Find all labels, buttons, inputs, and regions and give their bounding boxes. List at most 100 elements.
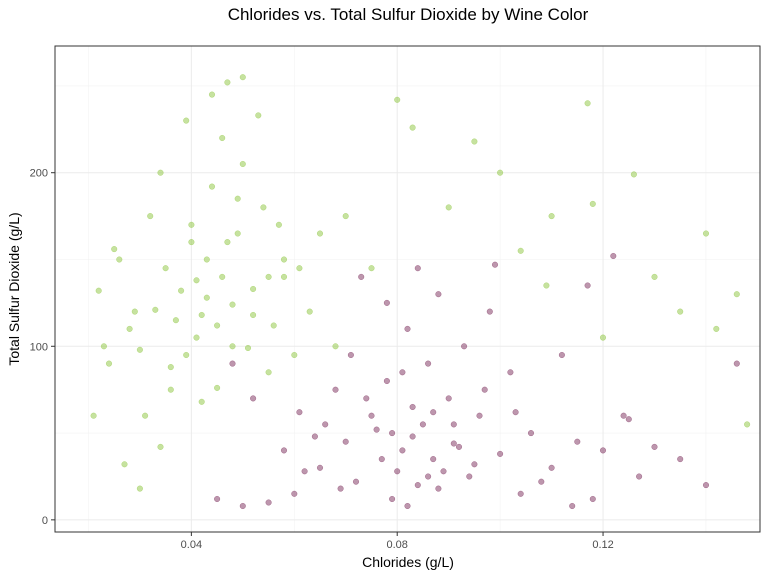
data-point bbox=[306, 308, 313, 315]
data-point bbox=[584, 100, 591, 107]
data-point bbox=[214, 322, 221, 329]
data-point bbox=[342, 213, 349, 220]
data-point bbox=[368, 265, 375, 272]
data-point bbox=[255, 112, 262, 119]
data-point bbox=[162, 265, 169, 272]
data-point bbox=[136, 346, 143, 353]
data-point bbox=[244, 344, 252, 352]
data-point bbox=[142, 412, 149, 419]
data-point bbox=[275, 221, 282, 228]
data-point bbox=[111, 246, 118, 253]
data-point bbox=[322, 421, 329, 428]
data-point bbox=[404, 502, 411, 510]
data-point bbox=[234, 195, 241, 202]
data-point bbox=[507, 369, 514, 376]
data-point bbox=[280, 256, 288, 263]
data-point bbox=[383, 299, 390, 306]
data-point bbox=[491, 261, 499, 268]
data-point bbox=[291, 490, 298, 497]
data-point bbox=[363, 395, 370, 402]
data-point bbox=[193, 277, 200, 284]
data-point bbox=[589, 495, 596, 503]
data-point bbox=[625, 416, 632, 423]
data-point bbox=[358, 273, 365, 280]
series-1-points bbox=[214, 252, 740, 510]
data-point bbox=[574, 438, 581, 445]
data-point bbox=[193, 334, 200, 341]
data-point bbox=[183, 351, 190, 359]
data-point bbox=[425, 360, 432, 367]
data-point bbox=[229, 301, 236, 308]
data-point bbox=[409, 433, 416, 440]
data-point bbox=[229, 343, 236, 350]
data-point bbox=[100, 343, 107, 350]
data-point bbox=[399, 447, 406, 454]
data-point bbox=[136, 485, 143, 492]
data-point bbox=[265, 499, 272, 506]
data-point bbox=[157, 443, 164, 450]
data-point bbox=[208, 183, 216, 190]
data-point bbox=[198, 311, 205, 319]
data-point bbox=[512, 409, 519, 416]
y-tick-label: 0 bbox=[42, 515, 48, 527]
data-point bbox=[425, 473, 432, 480]
data-point bbox=[378, 456, 385, 463]
data-point bbox=[414, 482, 421, 489]
data-point bbox=[131, 308, 138, 315]
data-point bbox=[296, 265, 303, 272]
data-point bbox=[239, 502, 246, 510]
data-point bbox=[383, 377, 390, 385]
y-axis-title: Total Sulfur Dioxide (g/L) bbox=[6, 212, 22, 365]
data-point bbox=[301, 468, 308, 475]
data-point bbox=[342, 438, 349, 445]
data-point bbox=[219, 134, 226, 142]
data-point bbox=[651, 443, 658, 450]
data-point bbox=[389, 430, 396, 437]
data-point bbox=[461, 343, 468, 350]
data-point bbox=[116, 256, 123, 263]
x-tick-label: 0.12 bbox=[592, 539, 613, 551]
data-point bbox=[471, 138, 478, 145]
data-point bbox=[214, 384, 221, 391]
data-point bbox=[224, 239, 231, 246]
data-point bbox=[450, 421, 457, 428]
data-point bbox=[337, 485, 344, 492]
data-point bbox=[636, 473, 643, 480]
data-point bbox=[517, 247, 524, 254]
data-point bbox=[419, 421, 426, 428]
data-point bbox=[733, 291, 740, 298]
data-point bbox=[373, 426, 380, 433]
data-point bbox=[250, 395, 257, 402]
data-point bbox=[152, 306, 159, 313]
data-point bbox=[178, 287, 185, 294]
x-tick-label: 0.08 bbox=[386, 539, 407, 551]
chart-title: Chlorides vs. Total Sulfur Dioxide by Wi… bbox=[228, 5, 589, 24]
data-point bbox=[548, 213, 555, 220]
y-tick-label: 200 bbox=[30, 168, 48, 180]
data-point bbox=[352, 478, 360, 485]
data-point bbox=[347, 351, 354, 359]
data-point bbox=[702, 482, 710, 489]
data-point bbox=[430, 409, 437, 416]
data-point bbox=[677, 456, 684, 463]
grid bbox=[55, 46, 760, 532]
data-point bbox=[584, 282, 591, 289]
data-point bbox=[466, 473, 473, 480]
data-point bbox=[517, 490, 524, 497]
data-point bbox=[260, 204, 267, 211]
data-point bbox=[677, 308, 684, 315]
x-axis-title: Chlorides (g/L) bbox=[362, 554, 454, 570]
data-point bbox=[702, 230, 710, 237]
data-point bbox=[239, 74, 246, 81]
y-tick-label: 100 bbox=[30, 341, 48, 353]
data-point bbox=[409, 124, 416, 131]
data-point bbox=[280, 273, 288, 280]
data-point bbox=[620, 412, 627, 419]
data-point bbox=[497, 450, 504, 457]
axes: 0.04 0.08 0.12 0 100 200 bbox=[30, 168, 614, 551]
data-point bbox=[214, 495, 221, 503]
data-point bbox=[610, 252, 617, 260]
data-point bbox=[332, 343, 339, 350]
data-point bbox=[409, 403, 416, 411]
data-point bbox=[394, 468, 401, 475]
